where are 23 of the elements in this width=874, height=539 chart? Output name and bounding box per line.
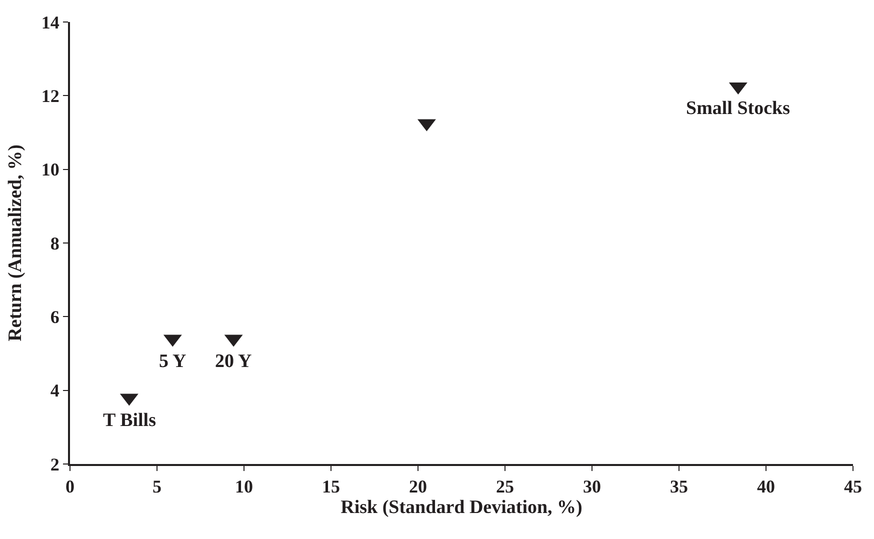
x-tick-label: 0 [66, 476, 74, 497]
annotation: Small Stocks [686, 98, 790, 119]
x-tick-label: 40 [757, 476, 775, 497]
y-tick-label: 4 [50, 380, 60, 401]
y-tick-label: 12 [41, 86, 60, 106]
x-tick-label: 25 [496, 476, 514, 497]
x-axis-title: Risk (Standard Deviation, %) [340, 496, 582, 518]
y-tick-label: 14 [41, 12, 60, 32]
annotation: T Bills [103, 410, 156, 431]
y-tick-label: 6 [50, 306, 60, 327]
x-tick-label: 15 [322, 476, 340, 497]
y-tick-label: 10 [41, 160, 60, 180]
x-tick-label: 10 [235, 476, 253, 497]
x-tick-label: 5 [152, 476, 162, 497]
annotation: 5 Y [159, 351, 187, 372]
x-tick-label: 20 [409, 476, 427, 497]
y-tick-label: 8 [50, 233, 60, 254]
y-tick-label: 2 [50, 454, 60, 474]
x-tick-label: 35 [670, 476, 688, 497]
annotation: 20 Y [215, 351, 252, 372]
x-tick-label: 45 [844, 476, 862, 497]
x-tick-label: 30 [583, 476, 601, 497]
y-axis-title: Return (Annualized, %) [4, 144, 26, 342]
